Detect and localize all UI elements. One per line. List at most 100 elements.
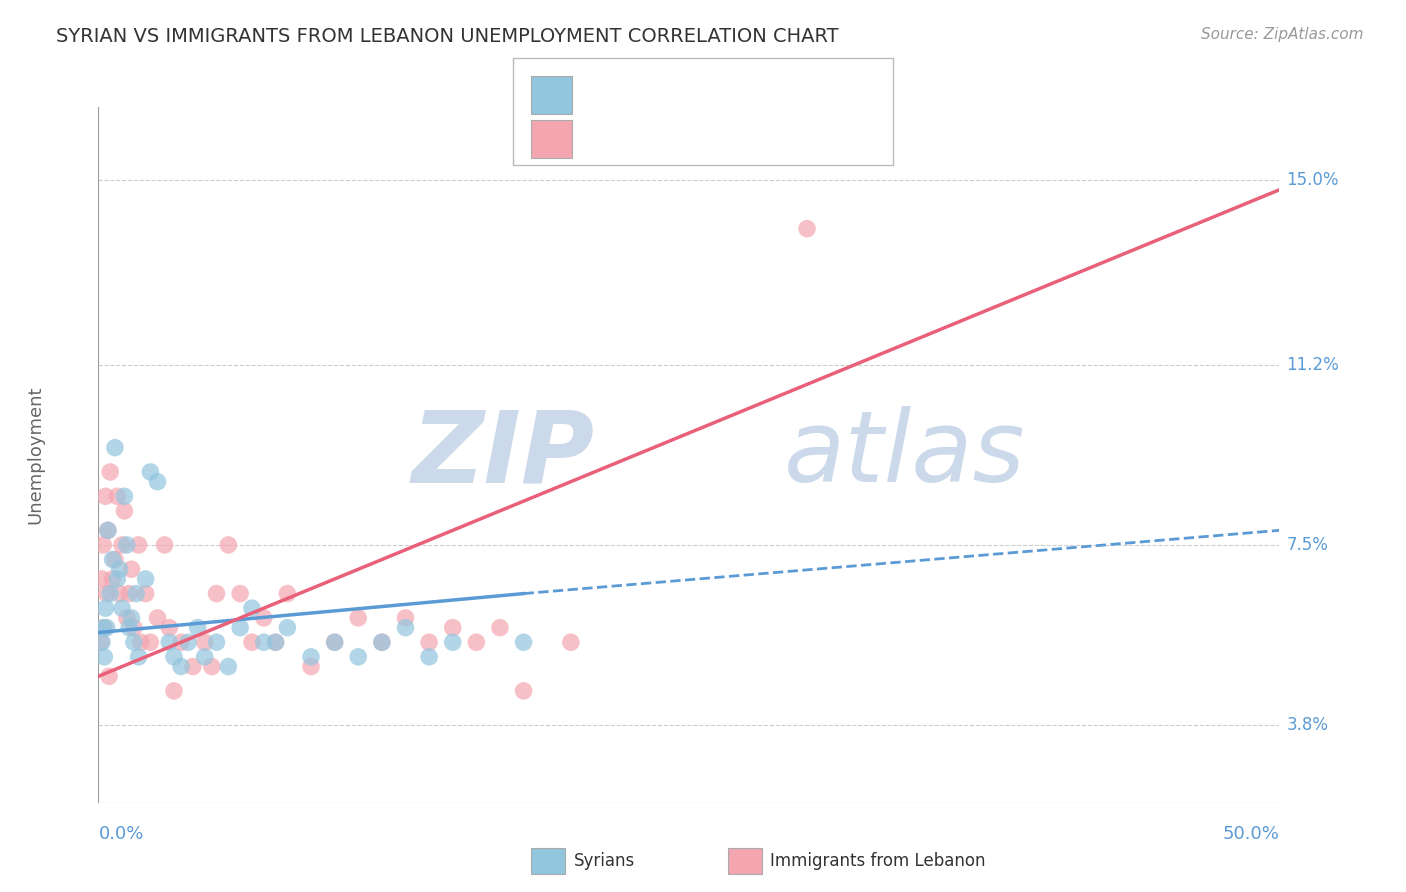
Point <box>194 649 217 664</box>
Point <box>121 611 143 625</box>
Point <box>104 441 127 455</box>
Point <box>97 524 120 538</box>
Point <box>125 586 148 600</box>
Point <box>489 621 512 635</box>
Text: atlas: atlas <box>783 407 1025 503</box>
Point <box>157 621 180 635</box>
Point <box>108 562 131 576</box>
Point <box>112 489 135 503</box>
Point <box>276 586 298 600</box>
Point <box>299 649 322 664</box>
Point <box>115 611 138 625</box>
Point <box>371 635 394 649</box>
Point <box>118 586 141 600</box>
Point <box>240 635 263 649</box>
Point <box>90 635 112 649</box>
Point <box>796 221 818 235</box>
Point <box>91 635 114 649</box>
Text: Unemployment: Unemployment <box>27 385 44 524</box>
Text: 7.5%: 7.5% <box>1286 536 1329 554</box>
Point <box>135 572 157 586</box>
Point <box>105 572 128 586</box>
Point <box>229 586 252 600</box>
Point <box>96 586 118 600</box>
Point <box>112 504 135 518</box>
Text: ZIP: ZIP <box>412 407 595 503</box>
Point <box>98 669 121 683</box>
Point <box>394 611 416 625</box>
Point <box>146 611 169 625</box>
Point <box>129 635 152 649</box>
Point <box>229 621 252 635</box>
Point <box>187 621 209 635</box>
Point <box>323 635 346 649</box>
Point <box>91 572 114 586</box>
Point <box>111 538 134 552</box>
Point <box>108 586 131 600</box>
Point <box>194 635 217 649</box>
Text: R = 0.489   N = 50: R = 0.489 N = 50 <box>581 130 751 148</box>
Point <box>91 538 114 552</box>
Point <box>264 635 287 649</box>
Point <box>153 538 176 552</box>
Point <box>94 601 117 615</box>
Point <box>94 489 117 503</box>
Point <box>560 635 582 649</box>
Point <box>347 611 370 625</box>
Point <box>121 562 143 576</box>
Point <box>93 621 115 635</box>
Point <box>465 635 488 649</box>
Point <box>122 635 145 649</box>
Point <box>163 649 186 664</box>
Point <box>217 538 239 552</box>
Point <box>441 621 464 635</box>
Text: 3.8%: 3.8% <box>1286 716 1329 734</box>
Point <box>105 489 128 503</box>
Point <box>146 475 169 489</box>
Point <box>122 621 145 635</box>
Text: 11.2%: 11.2% <box>1286 356 1340 374</box>
Point <box>201 659 224 673</box>
Point <box>128 649 150 664</box>
Point <box>101 552 124 566</box>
Text: SYRIAN VS IMMIGRANTS FROM LEBANON UNEMPLOYMENT CORRELATION CHART: SYRIAN VS IMMIGRANTS FROM LEBANON UNEMPL… <box>56 27 839 45</box>
Point <box>101 572 124 586</box>
Point <box>91 621 114 635</box>
Point <box>104 552 127 566</box>
Point <box>93 649 115 664</box>
Text: Syrians: Syrians <box>574 852 636 870</box>
Point <box>512 635 534 649</box>
Point <box>177 635 200 649</box>
Text: Immigrants from Lebanon: Immigrants from Lebanon <box>770 852 986 870</box>
Point <box>115 538 138 552</box>
Point <box>253 611 276 625</box>
Point <box>371 635 394 649</box>
Point <box>170 659 193 673</box>
Point <box>139 635 162 649</box>
Point <box>240 601 263 615</box>
Point <box>299 659 322 673</box>
Point <box>170 635 193 649</box>
Text: Source: ZipAtlas.com: Source: ZipAtlas.com <box>1201 27 1364 42</box>
Text: 50.0%: 50.0% <box>1223 825 1279 843</box>
Text: 0.0%: 0.0% <box>98 825 143 843</box>
Point <box>264 635 287 649</box>
Point <box>418 635 440 649</box>
Point <box>512 684 534 698</box>
Point <box>205 586 228 600</box>
Point <box>441 635 464 649</box>
Point <box>118 621 141 635</box>
Point <box>163 684 186 698</box>
Point <box>96 621 118 635</box>
Point <box>347 649 370 664</box>
Text: 15.0%: 15.0% <box>1286 171 1339 189</box>
Point <box>205 635 228 649</box>
Point <box>181 659 204 673</box>
Point <box>111 601 134 615</box>
Text: R = 0.054   N = 43: R = 0.054 N = 43 <box>581 86 751 103</box>
Point <box>135 586 157 600</box>
Point <box>97 524 120 538</box>
Point <box>98 586 121 600</box>
Point <box>157 635 180 649</box>
Point <box>276 621 298 635</box>
